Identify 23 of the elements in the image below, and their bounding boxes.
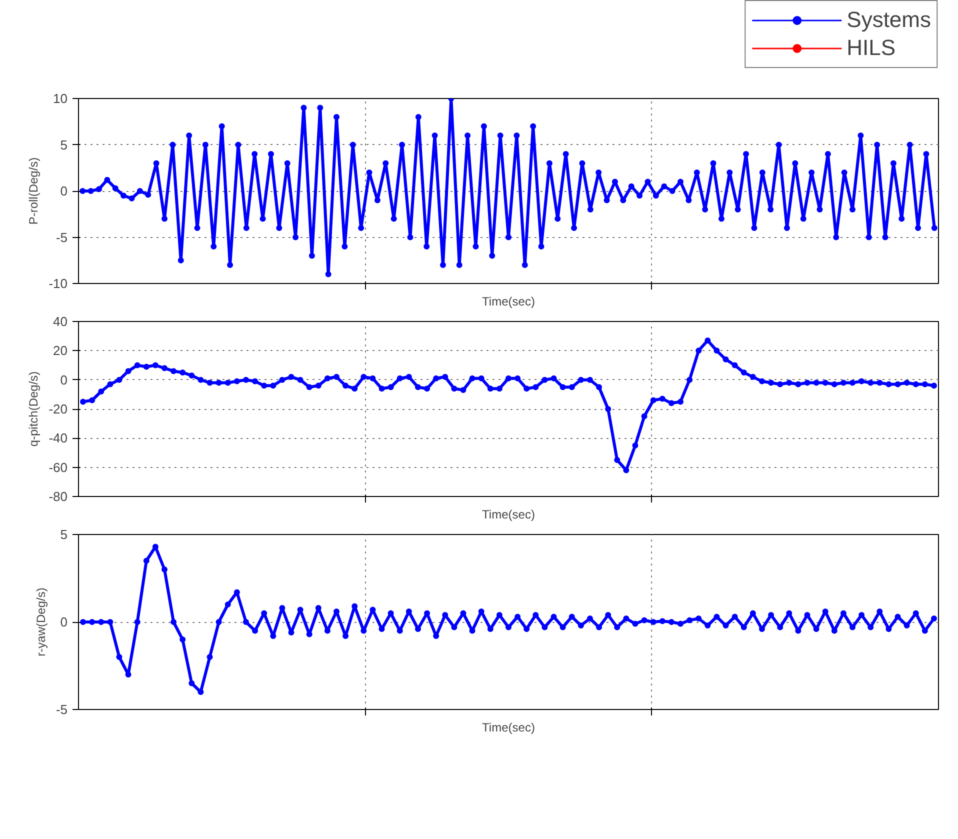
x-axis-title: Time(sec): [482, 294, 535, 308]
y-tick-label: -10: [48, 276, 68, 291]
y-tick-label: 5: [60, 137, 68, 152]
y-axis-title: P-roll(Deg/s): [26, 157, 41, 225]
y-tick-label: -5: [56, 702, 68, 717]
y-tick-label: -5: [56, 230, 68, 245]
y-tick-label: -40: [48, 430, 68, 446]
x-axis-title: Time(sec): [482, 720, 535, 734]
x-axis-title: Time(sec): [482, 508, 535, 522]
y-tick-label: -80: [48, 489, 68, 504]
y-tick-label: 0: [60, 184, 68, 198]
y-tick-label: 40: [53, 314, 68, 329]
y-tick-label: 0: [60, 614, 68, 630]
y-tick-label: -20: [48, 402, 68, 416]
y-tick-label: -60: [48, 460, 68, 475]
y-axis-title: q-pitch(Deg/s): [26, 371, 41, 447]
y-tick-label: 5: [60, 527, 68, 542]
y-tick-label: 0: [60, 372, 68, 388]
y-tick-label: 10: [53, 91, 68, 106]
legend-label: Systems: [846, 7, 931, 33]
legend-label: HILS: [846, 35, 896, 61]
y-tick-label: 20: [53, 343, 68, 358]
y-axis-title: r-yaw(Deg/s): [34, 588, 48, 656]
